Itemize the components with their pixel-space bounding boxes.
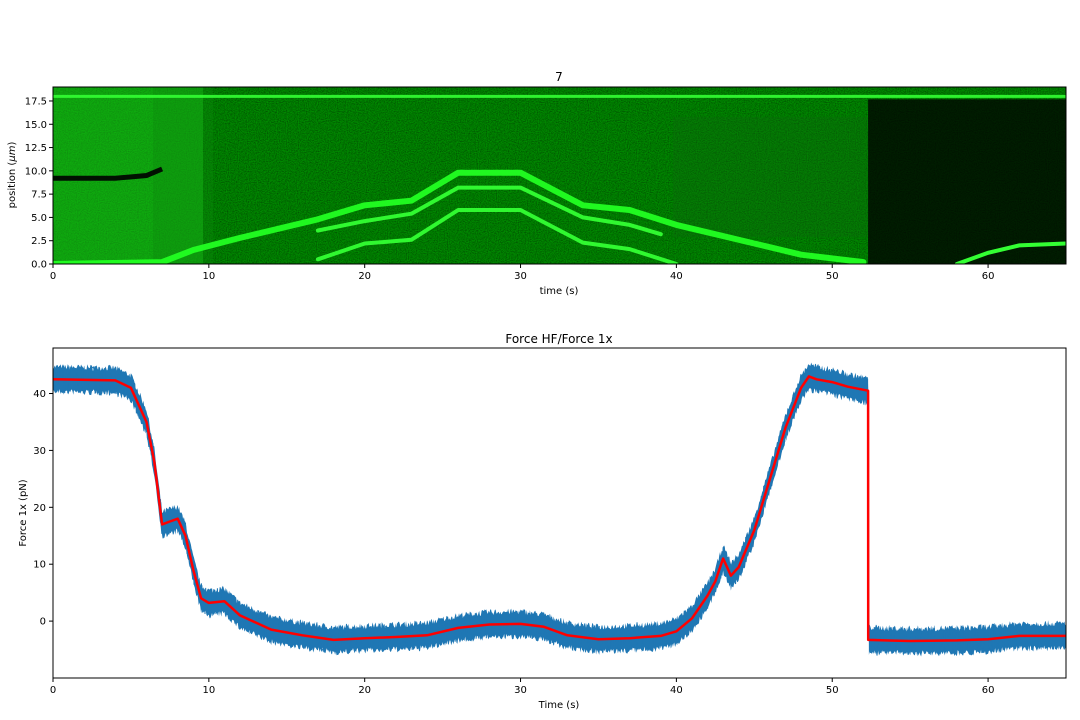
force-y-tick-label: 20: [33, 503, 46, 514]
force-chart: Force HF/Force 1x 0 10 20 30 40 50 60 0 10 20 30 4…: [18, 332, 1067, 711]
kymograph-x-tick-label: 20: [358, 271, 371, 282]
kymograph-band-2: [315, 208, 679, 264]
kymograph-y-ticks: 0.0 2.5 5.0 7.5 10.0 12.5 15.0 17.5: [25, 96, 53, 271]
kymograph-mid-fade-region: [153, 87, 213, 264]
kymograph-y-tick-label: 2.5: [31, 236, 47, 247]
force-x-tick-label: 50: [826, 685, 839, 696]
force-x-tick-label: 20: [358, 685, 371, 696]
kymograph-y-tick-label: 10.0: [25, 166, 47, 177]
kymograph-band-1: [315, 185, 663, 237]
kymograph-x-tick-label: 0: [50, 271, 56, 282]
force-smoothed-line: [53, 375, 1066, 643]
force-x-ticks: 0 10 20 30 40 50 60: [50, 678, 995, 696]
kymograph-y-tick-label: 17.5: [25, 96, 47, 107]
force-y-tick-label: 40: [33, 389, 46, 400]
kymograph-x-tick-label: 30: [514, 271, 527, 282]
kymograph-signal-drop-region: [868, 99, 1066, 264]
ylabel-suffix: ): [7, 142, 18, 146]
kymograph-plot-area: [53, 87, 1066, 264]
kymograph-x-tick-label: 10: [202, 271, 215, 282]
force-x-tick-label: 40: [670, 685, 683, 696]
kymograph-y-tick-label: 7.5: [31, 190, 47, 201]
kymograph-y-tick-label: 0.0: [31, 260, 47, 271]
kymograph-x-tick-label: 50: [826, 271, 839, 282]
kymograph-y-axis-label: position (μm): [7, 142, 18, 209]
force-x-tick-label: 60: [982, 685, 995, 696]
kymograph-right-tracks-region: [673, 117, 868, 237]
kymograph-x-tick-label: 60: [982, 271, 995, 282]
kymograph-y-tick-label: 12.5: [25, 143, 47, 154]
force-x-tick-label: 0: [50, 685, 56, 696]
kymograph-title: 7: [555, 70, 563, 84]
kymograph-y-tick-label: 15.0: [25, 120, 47, 131]
kymograph-x-ticks: 0 10 20 30 40 50 60: [50, 264, 995, 282]
kymograph-y-tick-label: 5.0: [31, 213, 47, 224]
kymograph-frame: [52, 86, 1067, 265]
force-y-tick-label: 10: [33, 560, 46, 571]
force-x-tick-label: 10: [202, 685, 215, 696]
kymograph-x-tick-label: 40: [670, 271, 683, 282]
ylabel-prefix: position (: [7, 162, 18, 209]
force-y-ticks: 0 10 20 30 40: [33, 389, 53, 628]
ylabel-unit: μm: [7, 145, 18, 162]
kymograph-late-band: [954, 241, 1066, 264]
force-y-tick-label: 0: [40, 617, 46, 628]
force-plot-area: [53, 348, 1066, 678]
force-y-tick-label: 30: [33, 446, 46, 457]
kymograph-band-0: [53, 169, 867, 264]
force-frame: [52, 347, 1067, 679]
kymograph-chart: 7 0 10 20 30 40 50 60 0.0 2.5 5.0 7.5 10.0 12.5 15.0…: [7, 70, 1067, 297]
kymograph-x-axis-label: time (s): [540, 286, 579, 297]
force-x-tick-label: 30: [514, 685, 527, 696]
force-y-axis-label: Force 1x (pN): [18, 479, 29, 546]
force-x-axis-label: Time (s): [538, 700, 580, 711]
force-chart-title: Force HF/Force 1x: [505, 332, 612, 346]
kymograph-dark-line: [53, 166, 164, 181]
